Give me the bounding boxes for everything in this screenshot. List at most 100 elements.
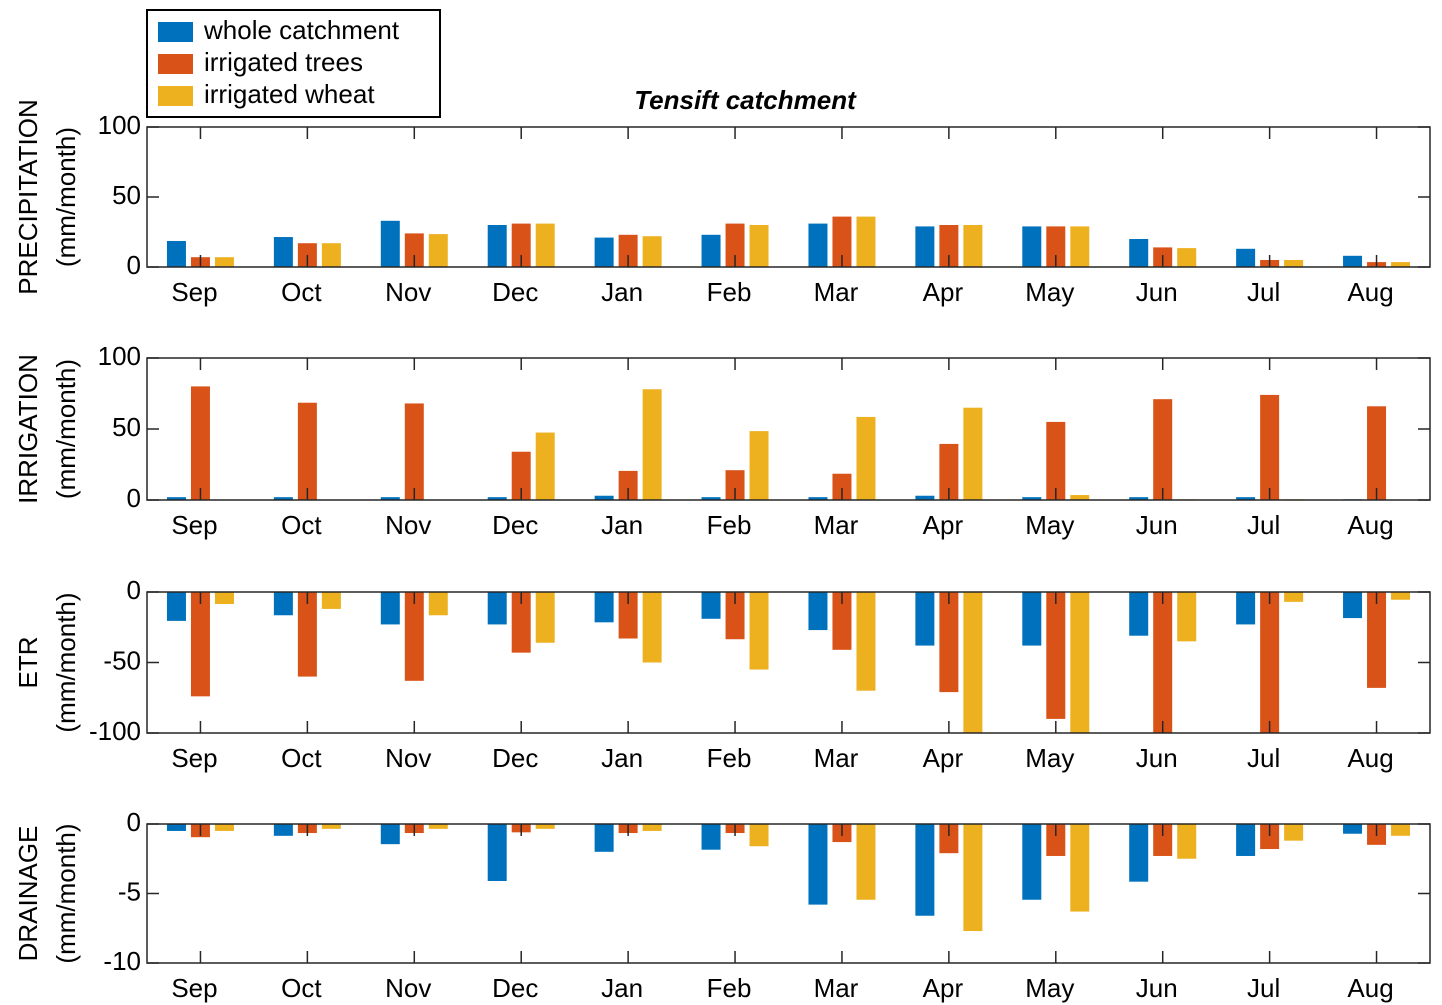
bar	[214, 824, 234, 831]
bar	[428, 234, 448, 267]
bar	[594, 495, 614, 500]
bar	[1284, 592, 1304, 602]
bar	[642, 592, 662, 663]
y-axis-label: (mm/month)	[51, 592, 81, 732]
bar	[535, 432, 555, 500]
y-tick-label: 0	[127, 807, 141, 837]
x-tick-label: Jun	[1136, 973, 1178, 1003]
bar	[428, 592, 448, 616]
bar	[487, 497, 507, 500]
bar	[1022, 592, 1042, 646]
bar	[1391, 592, 1411, 600]
bar	[642, 824, 662, 831]
bar	[1177, 824, 1197, 859]
x-tick-label: Mar	[814, 743, 859, 773]
bar	[594, 592, 614, 623]
x-tick-label: Dec	[492, 510, 538, 540]
bar	[701, 234, 721, 267]
bar	[808, 497, 828, 500]
x-tick-label: Nov	[385, 277, 431, 307]
x-tick-label: Oct	[281, 277, 322, 307]
bar	[618, 470, 638, 500]
bar	[190, 592, 210, 697]
x-tick-label: Nov	[385, 743, 431, 773]
bar	[380, 497, 400, 500]
legend-box	[146, 9, 441, 118]
y-tick-label: 100	[98, 341, 141, 371]
bar	[1022, 497, 1042, 500]
bar	[380, 220, 400, 267]
bar	[832, 473, 852, 500]
bar	[487, 225, 507, 267]
x-tick-label: Jan	[601, 510, 643, 540]
bar	[1284, 260, 1304, 267]
bar	[701, 824, 721, 850]
bar	[856, 592, 876, 691]
bar	[1070, 226, 1090, 267]
x-tick-label: Jul	[1247, 277, 1280, 307]
x-tick-label: Nov	[385, 973, 431, 1003]
y-tick-label: 0	[127, 250, 141, 280]
bar	[1070, 824, 1090, 912]
chart-title: Tensift catchment	[634, 85, 857, 115]
x-tick-label: May	[1025, 743, 1074, 773]
x-tick-label: Oct	[281, 743, 322, 773]
bar	[1022, 226, 1042, 267]
bar	[1046, 421, 1066, 500]
x-tick-label: Mar	[814, 973, 859, 1003]
y-tick-label: 50	[112, 412, 141, 442]
bar	[1391, 824, 1411, 836]
bar	[725, 470, 745, 500]
bar	[963, 407, 983, 500]
bar	[428, 824, 448, 829]
bar	[1046, 824, 1066, 856]
bar	[535, 223, 555, 267]
x-tick-label: Sep	[171, 743, 217, 773]
bar	[404, 233, 424, 267]
bar	[1391, 262, 1411, 267]
bar	[487, 824, 507, 881]
bar	[701, 592, 721, 619]
bar	[1129, 824, 1149, 882]
bar	[535, 824, 555, 829]
bar	[915, 495, 935, 500]
bar	[321, 243, 341, 267]
bar	[1343, 824, 1363, 834]
bar	[297, 592, 317, 677]
x-tick-label: Jun	[1136, 277, 1178, 307]
x-tick-label: Oct	[281, 510, 322, 540]
bar	[1260, 824, 1280, 850]
bar	[1236, 592, 1256, 625]
x-tick-label: Jul	[1247, 973, 1280, 1003]
x-tick-label: Feb	[707, 743, 752, 773]
y-axis-label: (mm/month)	[51, 127, 81, 267]
x-tick-label: Jan	[601, 973, 643, 1003]
bar	[1129, 239, 1149, 267]
bar	[939, 225, 959, 267]
legend-label: irrigated trees	[204, 47, 363, 77]
y-tick-label: -10	[103, 946, 141, 976]
x-tick-label: Jun	[1136, 510, 1178, 540]
bar	[1236, 824, 1256, 856]
bar	[856, 416, 876, 500]
bar	[1070, 495, 1090, 500]
bar	[594, 237, 614, 267]
x-tick-label: Feb	[707, 973, 752, 1003]
y-tick-label: 100	[98, 110, 141, 140]
bar	[963, 592, 983, 733]
bar	[404, 403, 424, 500]
bar	[511, 451, 531, 500]
y-axis-label: DRAINAGE	[13, 826, 43, 962]
y-axis-label: (mm/month)	[51, 823, 81, 963]
bar	[808, 824, 828, 905]
bar	[642, 389, 662, 500]
bar	[1129, 497, 1149, 500]
bar	[1343, 255, 1363, 267]
bar	[273, 237, 293, 267]
bar	[749, 824, 769, 847]
bar	[1153, 592, 1173, 733]
x-tick-label: May	[1025, 510, 1074, 540]
bar	[963, 824, 983, 932]
bar	[963, 225, 983, 267]
